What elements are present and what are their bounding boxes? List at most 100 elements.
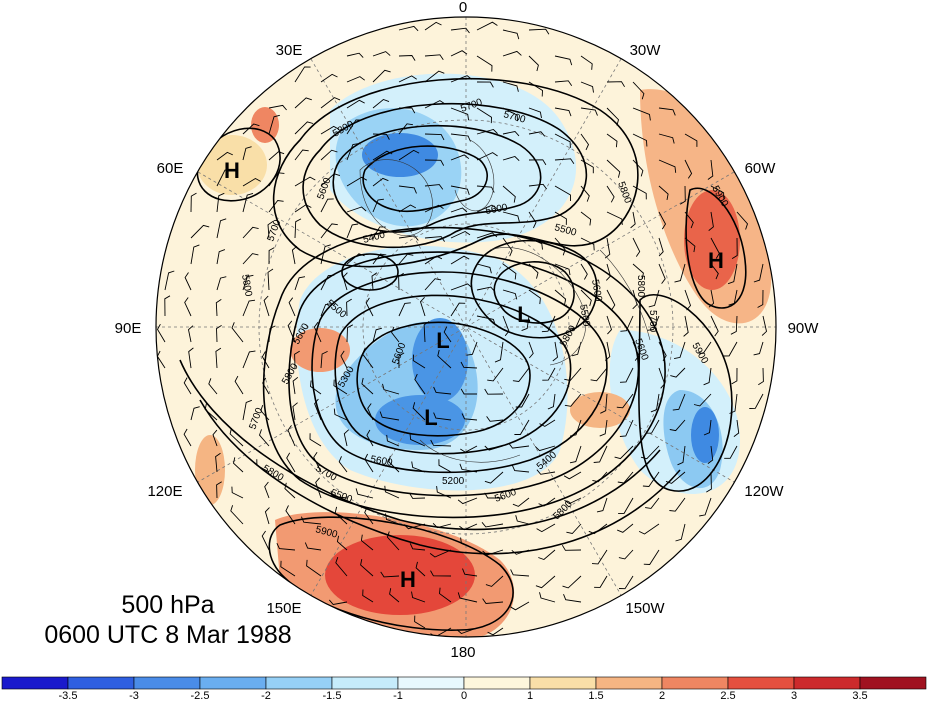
wind-barb <box>502 29 520 40</box>
colorbar-tick-label: -3.5 <box>59 690 78 702</box>
wind-barb <box>450 230 471 239</box>
graticule <box>156 17 776 637</box>
wind-barb <box>528 55 539 72</box>
wind-barb <box>450 255 470 265</box>
wind-barb <box>599 419 608 437</box>
wind-barb <box>164 270 175 291</box>
wind-barb <box>346 298 352 317</box>
wind-barb <box>502 81 519 92</box>
wind-barb <box>242 226 259 239</box>
wind-barb <box>398 235 419 241</box>
wind-barb <box>502 237 513 257</box>
wind-barb <box>528 81 543 97</box>
lon-label-150e: 150E <box>266 600 301 617</box>
wind-barb <box>476 152 498 161</box>
wind-barb <box>450 75 473 83</box>
wind-barb <box>554 237 566 256</box>
wind-barb <box>314 398 322 421</box>
colorbar-tick-label: -3 <box>129 690 139 702</box>
colorbar-tick-label: 2 <box>659 690 665 702</box>
wind-barb <box>616 393 634 409</box>
wind-barb <box>164 295 171 317</box>
wind-barb <box>457 592 478 603</box>
wind-barb <box>539 592 556 603</box>
colorbar-swatch <box>133 676 201 690</box>
wind-barb <box>683 315 689 337</box>
wind-barb <box>450 207 468 213</box>
wind-barb <box>398 149 420 161</box>
wind-barb <box>511 464 530 473</box>
wind-barb <box>215 299 222 317</box>
wind-barb <box>276 543 296 551</box>
wind-barb <box>264 481 270 499</box>
wind-barb <box>450 154 470 161</box>
wind-barb <box>409 433 426 447</box>
wind-barb <box>412 354 426 369</box>
wind-barb <box>346 52 364 58</box>
wind-barb <box>630 211 636 229</box>
wind-barb <box>320 125 340 135</box>
wind-barb <box>388 455 400 473</box>
colorbar-swatch <box>727 676 795 690</box>
wind-barb <box>476 21 498 31</box>
wind-barb <box>528 131 546 137</box>
wind-barb <box>216 192 225 213</box>
wind-barb <box>310 380 322 395</box>
wind-barb <box>294 276 306 291</box>
wind-barb <box>645 419 660 434</box>
wind-barb <box>411 461 426 473</box>
wind-barb <box>372 150 393 161</box>
wind-barb <box>632 341 640 361</box>
wind-barb <box>398 302 411 317</box>
wind-barb <box>592 471 608 483</box>
wind-barb <box>486 416 504 422</box>
wind-barb <box>346 206 367 213</box>
wind-barb <box>508 443 530 449</box>
wind-barb <box>554 107 572 117</box>
wind-barb <box>757 289 764 308</box>
contour-label: 5700 <box>647 310 658 333</box>
wind-barb <box>460 537 478 551</box>
wind-barb <box>512 497 530 507</box>
wind-barb <box>684 211 694 229</box>
lon-label-0: 0 <box>459 0 467 16</box>
wind-barb <box>287 320 296 343</box>
wind-barb <box>423 321 430 343</box>
wind-barb <box>515 515 530 525</box>
wind-barb <box>658 367 666 389</box>
wind-barb <box>502 131 520 137</box>
lon-label-90w: 90W <box>788 320 820 337</box>
wind-barb <box>294 218 302 239</box>
wind-barb <box>190 224 210 239</box>
wind-barb <box>330 490 348 499</box>
wind-barb <box>346 143 359 161</box>
wind-barb <box>642 471 660 487</box>
wind-barb <box>476 315 496 326</box>
wind-barb <box>414 615 426 629</box>
wind-barb <box>618 549 634 560</box>
colorbar-swatch <box>463 676 531 690</box>
wind-barb <box>643 549 660 565</box>
lon-label-90e: 90E <box>115 320 142 337</box>
wind-barb <box>605 341 611 361</box>
colorbar-tick-label: 3.5 <box>852 690 867 702</box>
wind-barb <box>723 341 738 357</box>
wind-barb <box>710 263 719 280</box>
wind-barb <box>268 114 280 135</box>
wind-barb <box>212 429 218 447</box>
wind-barb <box>450 185 470 196</box>
wind-barb <box>502 155 520 162</box>
wind-barb <box>216 325 222 343</box>
wind-barb <box>450 133 471 142</box>
wind-barb <box>708 289 715 308</box>
wind-barb <box>242 192 254 213</box>
wind-barb <box>424 21 442 31</box>
colorbar-swatch <box>199 676 267 690</box>
wind-barb <box>724 445 738 459</box>
wind-barb <box>580 133 590 151</box>
wind-barb <box>190 192 197 213</box>
wind-barb <box>460 445 478 453</box>
wind-barb <box>294 149 309 161</box>
wind-barb <box>566 523 582 534</box>
